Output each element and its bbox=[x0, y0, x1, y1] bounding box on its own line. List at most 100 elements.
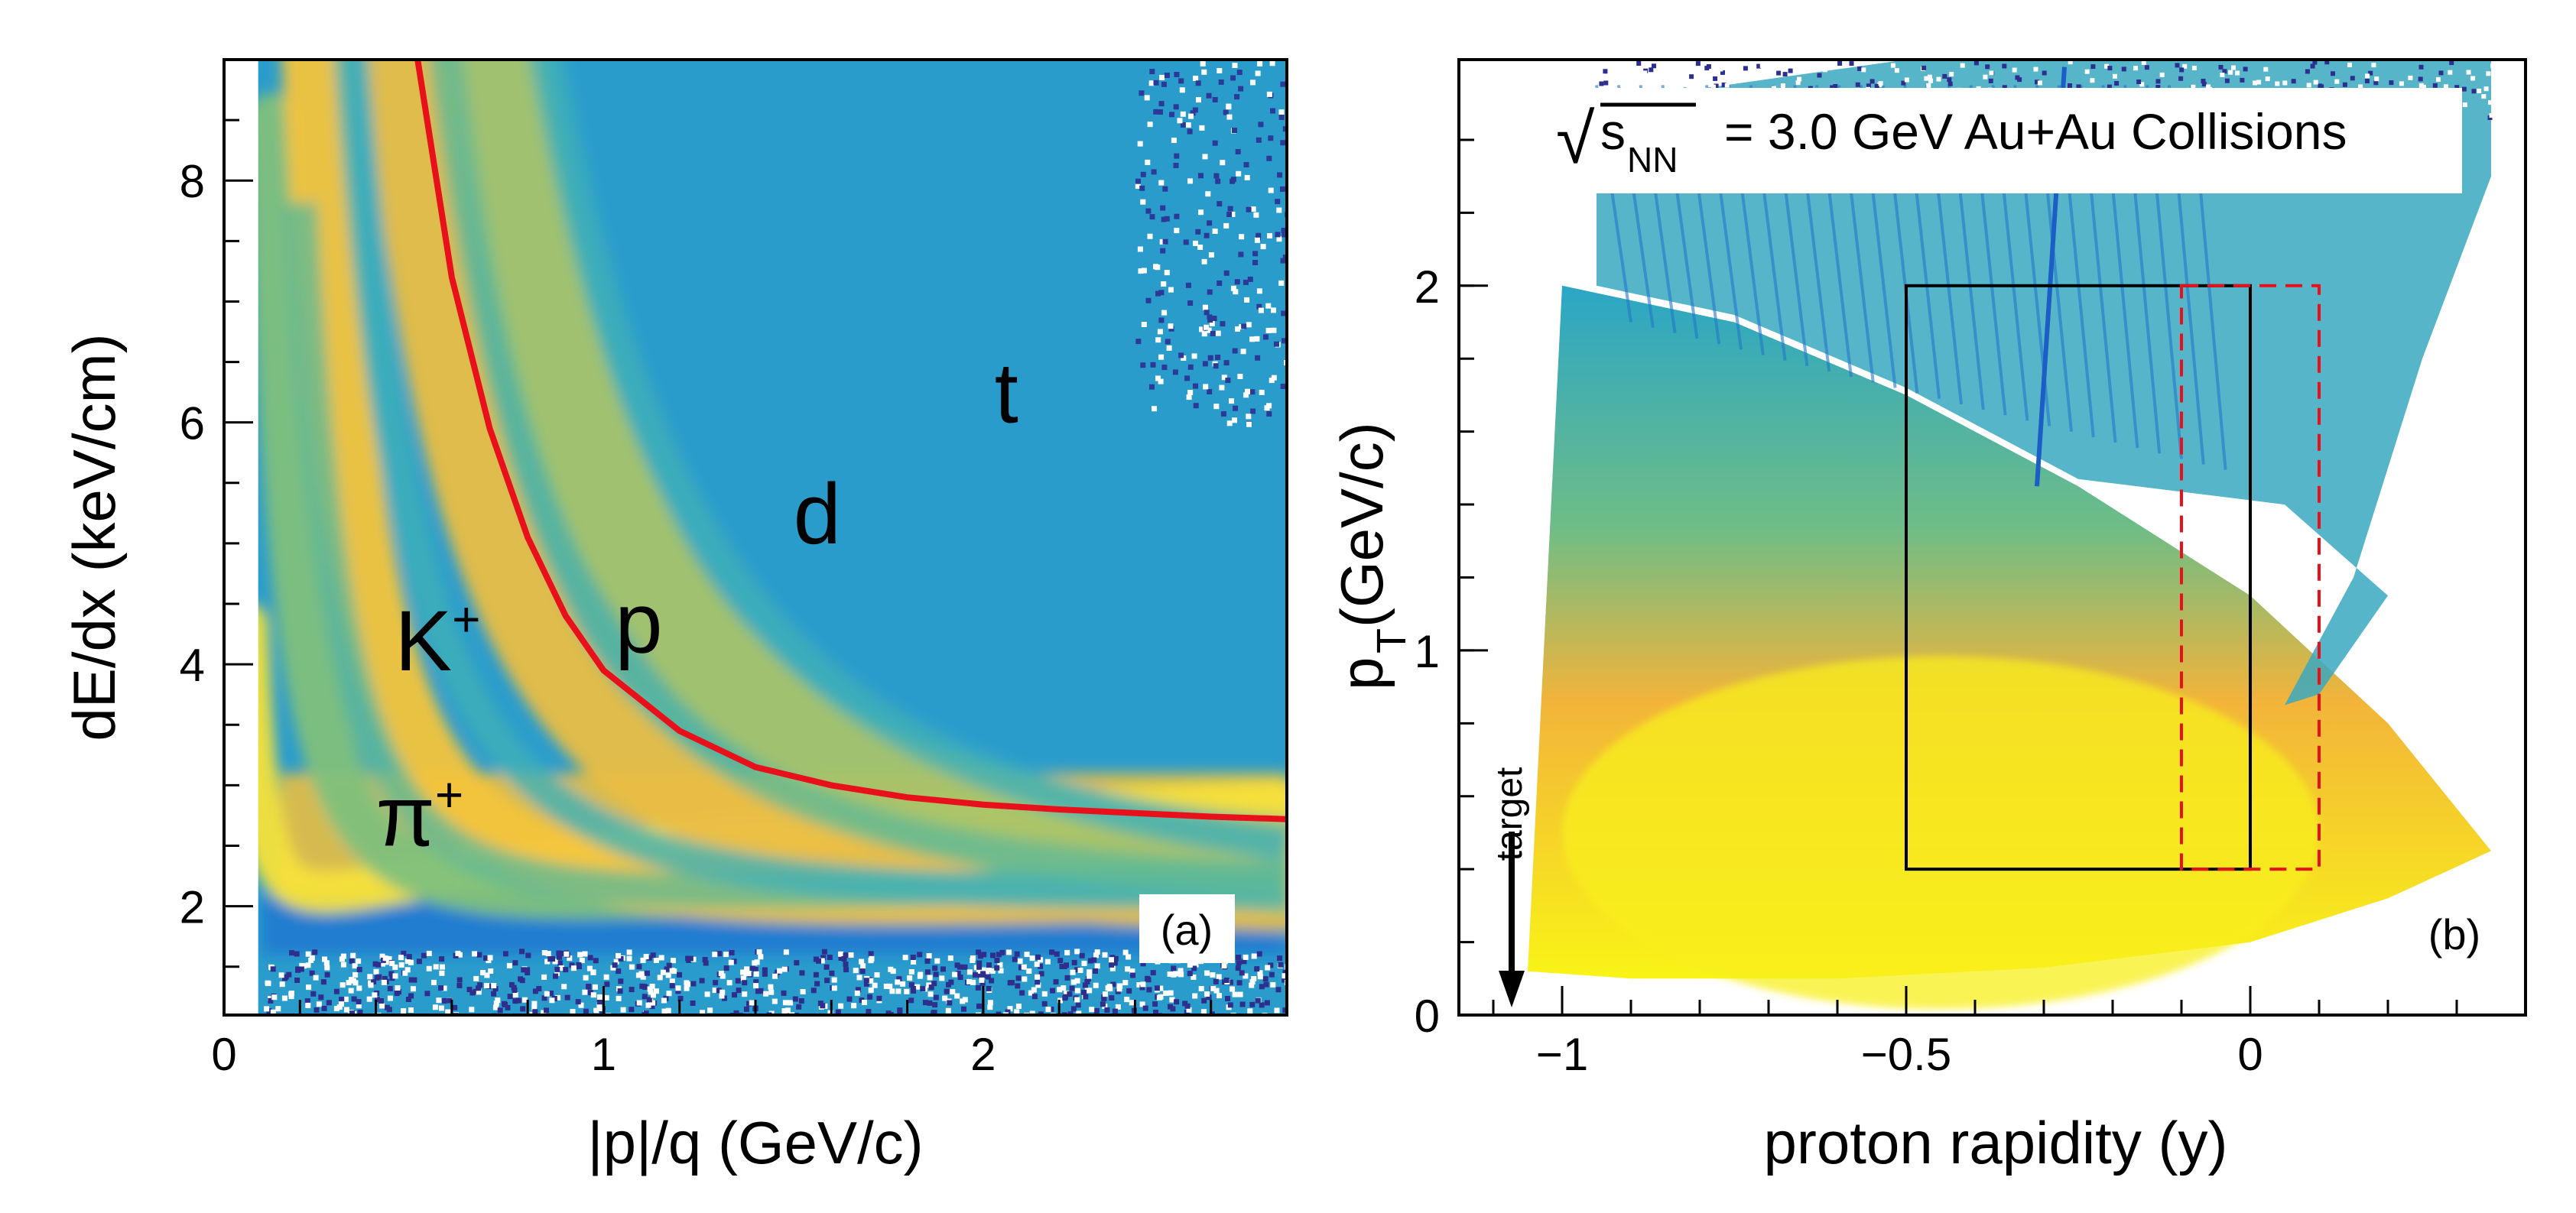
noise-pixel bbox=[1009, 980, 1015, 986]
noise-pixel bbox=[1271, 327, 1277, 333]
noise-pixel bbox=[723, 965, 729, 971]
noise-pixel bbox=[570, 1009, 576, 1014]
noise-pixel bbox=[1084, 988, 1090, 994]
noise-pixel bbox=[1156, 994, 1162, 1001]
edge-pixel bbox=[2175, 63, 2180, 68]
noise-pixel bbox=[1142, 1005, 1148, 1011]
noise-pixel bbox=[1190, 110, 1196, 116]
noise-pixel bbox=[525, 952, 531, 958]
noise-pixel bbox=[616, 968, 622, 975]
noise-pixel bbox=[299, 962, 305, 968]
noise-pixel bbox=[1157, 329, 1163, 335]
edge-pixel bbox=[1720, 70, 1725, 75]
noise-pixel bbox=[1229, 398, 1234, 404]
edge-pixel bbox=[2438, 70, 2444, 76]
noise-pixel bbox=[1198, 173, 1204, 179]
noise-pixel bbox=[1148, 80, 1155, 86]
noise-pixel bbox=[872, 982, 878, 988]
edge-pixel bbox=[1921, 65, 1927, 70]
noise-pixel bbox=[406, 954, 412, 960]
noise-pixel bbox=[339, 997, 345, 1003]
noise-pixel bbox=[1204, 324, 1209, 330]
noise-pixel bbox=[1259, 1002, 1265, 1008]
edge-pixel bbox=[2408, 75, 2413, 80]
edge-pixel bbox=[2305, 69, 2310, 74]
noise-pixel bbox=[966, 969, 973, 975]
noise-pixel bbox=[1170, 1006, 1176, 1012]
noise-pixel bbox=[911, 959, 917, 965]
noise-pixel bbox=[1171, 138, 1177, 144]
noise-pixel bbox=[378, 998, 384, 1004]
noise-pixel bbox=[265, 981, 271, 987]
noise-pixel bbox=[1215, 355, 1221, 360]
edge-pixel bbox=[2224, 78, 2230, 83]
edge-pixel bbox=[1817, 60, 1821, 66]
noise-pixel bbox=[557, 954, 562, 960]
noise-pixel bbox=[1232, 63, 1238, 68]
noise-pixel bbox=[643, 954, 649, 960]
edge-pixel bbox=[1759, 63, 1765, 68]
noise-pixel bbox=[851, 1003, 857, 1009]
noise-pixel bbox=[384, 1004, 390, 1010]
edge-pixel bbox=[1989, 70, 1994, 76]
noise-pixel bbox=[1012, 956, 1018, 962]
noise-pixel bbox=[940, 966, 946, 972]
noise-pixel bbox=[777, 968, 783, 974]
noise-pixel bbox=[1087, 973, 1093, 979]
noise-pixel bbox=[1201, 997, 1207, 1004]
noise-pixel bbox=[583, 975, 589, 981]
noise-pixel bbox=[1138, 268, 1144, 274]
noise-pixel bbox=[398, 955, 404, 961]
edge-pixel bbox=[2253, 80, 2257, 86]
noise-pixel bbox=[952, 971, 958, 978]
noise-pixel bbox=[1074, 978, 1080, 984]
noise-pixel bbox=[1112, 1008, 1118, 1014]
noise-pixel bbox=[989, 968, 996, 974]
edge-pixel bbox=[2144, 65, 2149, 70]
noise-pixel bbox=[1218, 79, 1224, 85]
edge-pixel bbox=[2114, 81, 2120, 86]
noise-pixel bbox=[1236, 170, 1242, 177]
selection-boxes bbox=[1905, 284, 2321, 871]
noise-pixel bbox=[1070, 979, 1077, 985]
noise-pixel bbox=[1278, 280, 1285, 286]
noise-pixel bbox=[1153, 1010, 1158, 1015]
noise-pixel bbox=[553, 973, 558, 979]
edge-pixel bbox=[1936, 76, 1941, 82]
noise-pixel bbox=[1227, 979, 1233, 985]
noise-pixel bbox=[586, 984, 592, 990]
noise-pixel bbox=[1269, 60, 1275, 66]
noise-pixel bbox=[922, 1000, 928, 1006]
noise-pixel bbox=[635, 972, 642, 978]
noise-pixel bbox=[545, 951, 551, 957]
edge-pixel bbox=[1960, 63, 1965, 68]
noise-pixel bbox=[544, 991, 550, 997]
edge-pixel bbox=[2364, 79, 2370, 83]
noise-pixel bbox=[736, 988, 742, 994]
noise-pixel bbox=[1207, 289, 1213, 295]
noise-pixel bbox=[1249, 982, 1255, 988]
noise-pixel bbox=[942, 995, 948, 1001]
edge-pixel bbox=[1947, 81, 1953, 86]
noise-pixel bbox=[1048, 1006, 1054, 1012]
noise-pixel bbox=[1212, 97, 1218, 102]
noise-pixel bbox=[895, 979, 901, 985]
noise-pixel bbox=[579, 958, 585, 964]
noise-pixel bbox=[934, 958, 940, 964]
noise-pixel bbox=[1164, 216, 1170, 222]
noise-pixel bbox=[996, 952, 1002, 958]
noise-pixel bbox=[1276, 207, 1282, 213]
noise-pixel bbox=[484, 983, 489, 989]
noise-pixel bbox=[960, 998, 966, 1004]
noise-pixel bbox=[1070, 969, 1076, 975]
noise-pixel bbox=[333, 1006, 339, 1012]
noise-pixel bbox=[1015, 1004, 1022, 1009]
edge-pixel bbox=[1849, 61, 1854, 66]
noise-pixel bbox=[1054, 951, 1060, 957]
noise-pixel bbox=[838, 1003, 844, 1009]
noise-pixel bbox=[603, 994, 609, 1001]
noise-pixel bbox=[1227, 1002, 1233, 1008]
edge-pixel bbox=[1901, 80, 1906, 86]
noise-pixel bbox=[1223, 978, 1230, 983]
noise-pixel bbox=[976, 960, 983, 966]
